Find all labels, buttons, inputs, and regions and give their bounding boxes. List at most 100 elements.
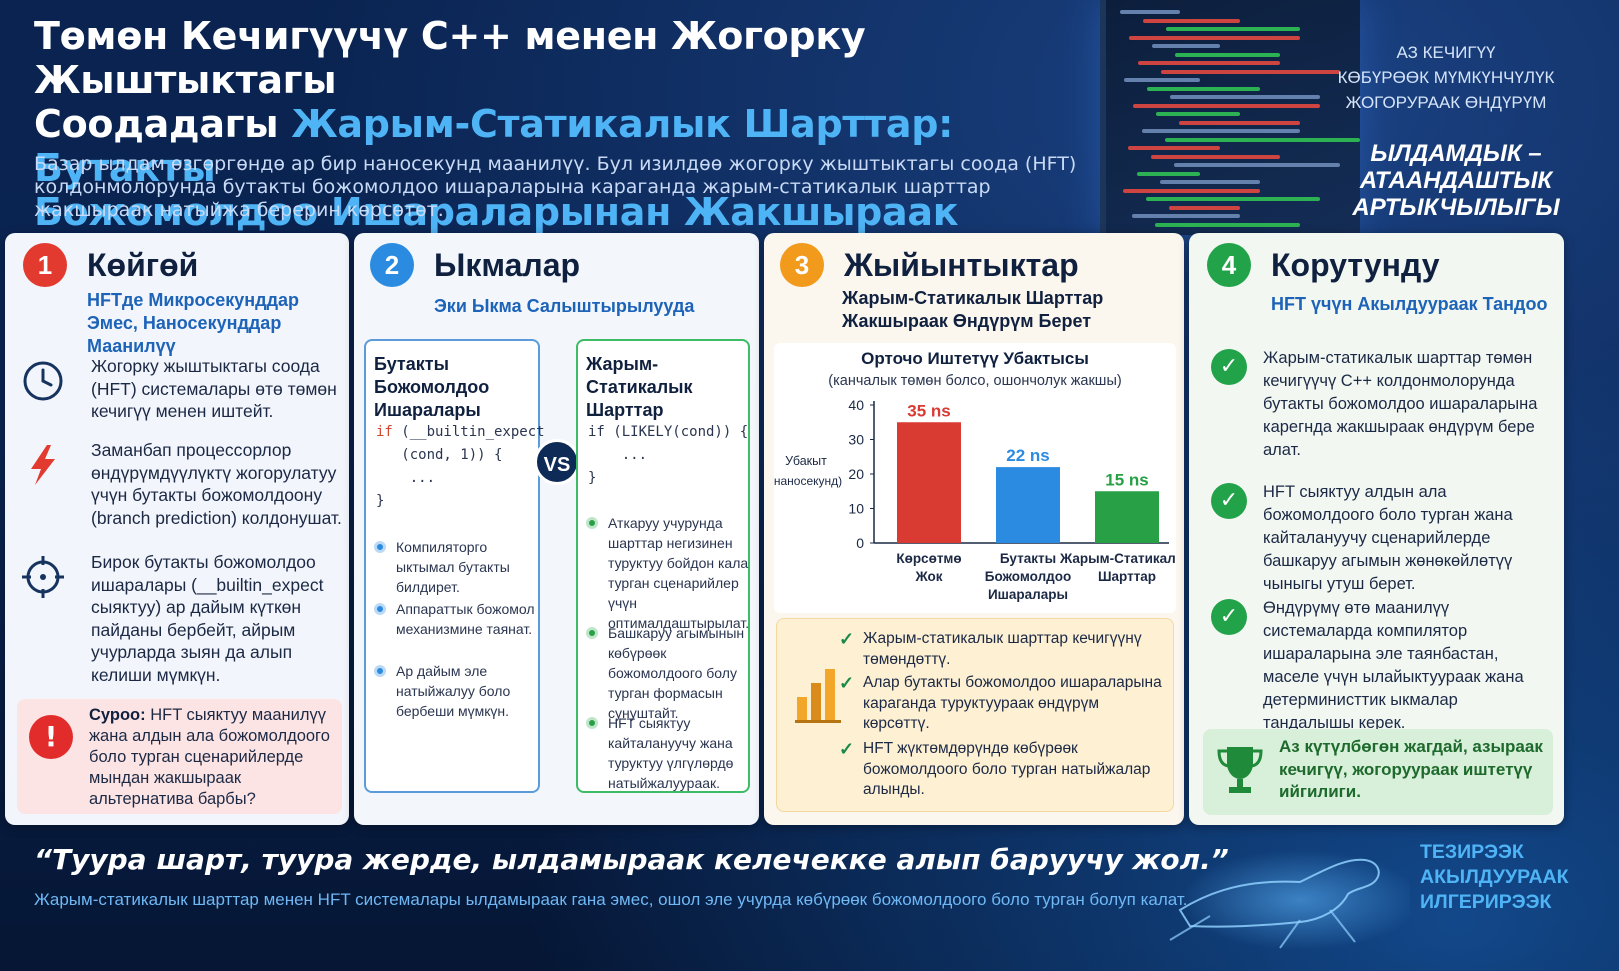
monitor-data-row xyxy=(1123,188,1260,193)
method-bullet: Компиляторго ыктымал бутакты билдирет. xyxy=(374,537,540,597)
conclusion-panel: 4 Корутунду HFT үчүн Акылдуураак Тандоо … xyxy=(1189,233,1564,825)
bullet-text: Компиляторго ыктымал бутакты билдирет. xyxy=(396,539,510,595)
side-benefit-3: ЖОГОРУРААК ӨНДҮРҮМ xyxy=(1345,93,1547,112)
category-label: Шарттар xyxy=(1098,569,1156,584)
monitor-data-row xyxy=(1156,112,1240,116)
speed-slogan: ЫЛДАМДЫК – АТААНДАШТЫК АРТЫКЧЫЛЫГЫ xyxy=(1350,140,1562,221)
problem-item: Бирок бутакты божомолдоо ишаралары (__bu… xyxy=(21,551,346,691)
summary-item: ✓ HFT жүктөмдөрүндө көбүрөөк божомолдоого… xyxy=(839,739,1163,801)
problem-item-text: Заманбап процессорлор өндүрүмдүүлүктү жо… xyxy=(91,440,342,528)
problem-item: Жогорку жыштыктагы соода (HFT) системала… xyxy=(21,355,346,435)
title-line-3: Божомолдоо Ишараларынан Жакшыраак xyxy=(34,190,959,234)
summary-item: ✓ Алар бутакты божомолдоо ишараларына кар… xyxy=(839,673,1163,735)
side-benefit-2: КӨБҮРӨӨК МҮМКҮНЧҮЛҮК xyxy=(1337,68,1555,87)
bar-chart-icon xyxy=(795,669,841,723)
monitor-data-row xyxy=(1142,129,1300,133)
speed-slogan-line-2: АТААНДАШТЫК xyxy=(1359,167,1553,194)
results-panel: 3 Жыйынтыктар Жарым-Статикалык Шарттар Ж… xyxy=(764,233,1184,825)
y-tick-label: 30 xyxy=(848,432,864,448)
y-tick-label: 0 xyxy=(856,535,864,551)
chart-svg: 0 10 20 30 40 Убакыт (наносекунд) 35 ns Көрсөтмө… xyxy=(774,397,1176,602)
bullet-text: Аткаруу учурунда шарттар негизинен турук… xyxy=(608,515,750,631)
category-label: Божомолдоо xyxy=(985,569,1071,584)
question-box: ! Суроо: HFT сыяктуу маанилүү жана алдын… xyxy=(17,699,342,814)
footer-quote: “Туура шарт, туура жерде, ылдамыраак кел… xyxy=(34,843,1229,876)
summary-item: ✓ Жарым-статикалык шарттар кечигүүнү төмө… xyxy=(839,629,1163,670)
bar-data-label: 15 ns xyxy=(1105,470,1148,489)
panel-subtitle: Эки Ыкма Салыштырылууда xyxy=(434,296,695,316)
code-line-3: ... xyxy=(376,470,436,486)
panel-title: Ыкмалар xyxy=(434,247,581,283)
bullet-text: Аппараттык божомол механизмине таянат. xyxy=(396,601,535,637)
chart-subtitle: (канчалык төмөн болсо, ошончолук жакшы) xyxy=(828,373,1122,389)
semi-static-method-card: Жарым-Статикалык Шарттар if (LIKELY(cond… xyxy=(576,339,750,793)
panel-number-badge: 2 xyxy=(370,243,414,287)
panel-number-badge: 4 xyxy=(1207,243,1251,287)
cheetah-icon xyxy=(1169,850,1410,950)
side-benefit-1: АЗ КЕЧИГҮҮ xyxy=(1396,43,1496,62)
method-bullet: Аппараттык божомол механизмине таянат. xyxy=(374,599,540,639)
clock-icon xyxy=(23,361,63,401)
footer-quote-subtext: Жарым-статикалык шарттар менен HFT систе… xyxy=(34,890,1188,909)
panel-number-badge: 1 xyxy=(23,243,67,287)
bar xyxy=(996,467,1060,543)
category-label: Жарым-Статикалык xyxy=(1059,551,1176,566)
title-line-2: Соодадагы Жарым-Статикалык Шарттар: Бута… xyxy=(34,102,1144,190)
monitor-data-row xyxy=(1128,146,1220,150)
monitor-data-row xyxy=(1174,163,1340,167)
monitor-data-row xyxy=(1147,86,1260,91)
side-benefits: АЗ КЕЧИГҮҮ КӨБҮРӨӨК МҮМКҮНЧҮЛҮК ЖОГОРУРА… xyxy=(1330,40,1562,115)
checkmark-circle-icon: ✓ xyxy=(1211,349,1247,385)
category-label: Ишаралары xyxy=(988,587,1068,602)
branch-hint-method-card: Бутакты Божомолдоо Ишаралары if (__built… xyxy=(364,339,545,793)
trading-monitor-image xyxy=(1100,0,1360,235)
chart-title: Орточо Иштетүү Убактысы xyxy=(861,349,1089,368)
footer-slogan: ТЕЗИРЭЭК АКЫЛДУУРААК ИЛГЕРИРЭЭК xyxy=(1420,840,1569,915)
checkmark-circle-icon: ✓ xyxy=(1211,483,1247,519)
problem-panel: 1 Көйгөй HFTде Микросекунддар Эмес, Нано… xyxy=(5,233,349,825)
summary-text: Жарым-статикалык шарттар кечигүүнү төмөн… xyxy=(863,630,1142,668)
bar-data-label: 22 ns xyxy=(1006,446,1049,465)
code-snippet: if (__builtin_expect (cond, 1)) { ... } xyxy=(376,421,546,513)
category-label: Көрсөтмө xyxy=(896,551,961,566)
monitor-data-row xyxy=(1132,214,1240,218)
bullet-text: HFT сыяктуу кайталануучу жана туруктуу ү… xyxy=(608,715,734,791)
bullet-dot-icon xyxy=(586,717,598,729)
latency-chart: Орточо Иштетүү Убактысы (канчалык төмөн … xyxy=(774,343,1176,613)
bullet-dot-icon xyxy=(374,541,386,553)
problem-item: Заманбап процессорлор өндүрүмдүүлүктү жо… xyxy=(21,439,346,549)
title-line-2-highlight: Жарым-Статикалык Шарттар: Бутакты xyxy=(34,102,954,190)
check-icon: ✓ xyxy=(839,673,855,693)
y-tick-label: 10 xyxy=(848,501,864,517)
conclusion-text: HFT сыяктуу алдын ала божомолдоого боло … xyxy=(1263,483,1513,593)
code-line-2: (cond, 1)) { xyxy=(376,447,503,463)
panel-title: Жыйынтыктар xyxy=(844,247,1079,283)
y-axis-label: Убакыт xyxy=(785,454,827,468)
page-title: Төмөн Кечигүүчү C++ менен Жогорку Жыштык… xyxy=(34,14,1144,234)
bar-data-label: 35 ns xyxy=(907,401,950,420)
footer-slogan-line-2: АКЫЛДУУРААК xyxy=(1420,866,1569,888)
conclusion-text: Өндүрүмү өтө маанилүү системаларда компи… xyxy=(1263,599,1524,732)
method-bullet: Башкаруу агымынын көбүрөөк божомолдоого … xyxy=(586,623,752,723)
title-line-1: Төмөн Кечигүүчү C++ менен Жогорку Жыштык… xyxy=(34,14,866,102)
trophy-icon xyxy=(1217,747,1263,793)
code-snippet: if (LIKELY(cond)) { ... } xyxy=(588,421,758,490)
methods-panel: 2 Ыкмалар Эки Ыкма Салыштырылууда Бутакт… xyxy=(354,233,759,825)
monitor-data-row xyxy=(1151,154,1280,159)
method-bullet: Аткаруу учурунда шарттар негизинен турук… xyxy=(586,513,752,633)
method-title: Бутакты Божомолдоо Ишаралары xyxy=(374,354,490,420)
monitor-data-row xyxy=(1124,78,1200,82)
speed-slogan-line-3: АРТЫКЧЫЛЫГЫ xyxy=(1352,194,1560,221)
bullet-dot-icon xyxy=(586,627,598,639)
footer-slogan-line-3: ИЛГЕРИРЭЭК xyxy=(1420,891,1552,913)
bar xyxy=(897,422,961,543)
check-icon: ✓ xyxy=(839,739,855,759)
success-text: Аз күтүлбөгөн жагдай, азыраак кечигүү, ж… xyxy=(1279,737,1543,801)
category-label: Бутакты xyxy=(1000,551,1056,566)
panel-title: Корутунду xyxy=(1271,247,1440,283)
problem-item-text: Жогорку жыштыктагы соода (HFT) системала… xyxy=(91,356,337,421)
versus-badge: VS xyxy=(534,439,580,485)
problem-item-text: Бирок бутакты божомолдоо ишаралары (__bu… xyxy=(91,552,324,685)
monitor-data-row xyxy=(1138,61,1280,65)
question-label: Суроо: xyxy=(89,706,146,724)
